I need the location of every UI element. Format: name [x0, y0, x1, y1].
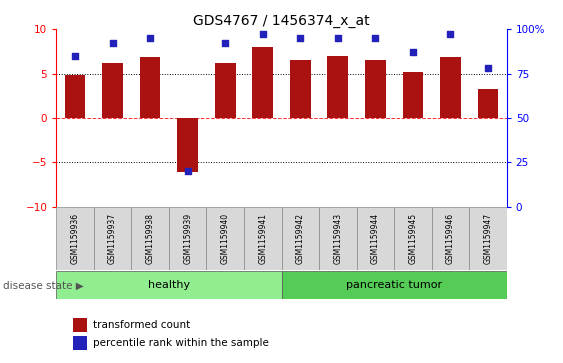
Point — [258, 32, 267, 37]
Bar — [328, 56, 348, 118]
Point — [484, 65, 493, 71]
Text: GSM1159947: GSM1159947 — [484, 213, 493, 264]
Text: GSM1159940: GSM1159940 — [221, 213, 230, 264]
Point — [408, 49, 417, 55]
Point — [108, 40, 117, 46]
Point — [183, 168, 192, 174]
Text: GSM1159943: GSM1159943 — [333, 213, 342, 264]
FancyBboxPatch shape — [282, 271, 507, 299]
Text: GSM1159938: GSM1159938 — [146, 213, 155, 264]
FancyBboxPatch shape — [356, 207, 394, 270]
FancyBboxPatch shape — [207, 207, 244, 270]
Text: GSM1159939: GSM1159939 — [183, 213, 192, 264]
Text: percentile rank within the sample: percentile rank within the sample — [93, 338, 269, 348]
FancyBboxPatch shape — [432, 207, 469, 270]
Text: pancreatic tumor: pancreatic tumor — [346, 280, 442, 290]
Point — [221, 40, 230, 46]
Text: GSM1159937: GSM1159937 — [108, 213, 117, 264]
Text: GSM1159944: GSM1159944 — [371, 213, 380, 264]
FancyBboxPatch shape — [169, 207, 207, 270]
Text: GSM1159942: GSM1159942 — [296, 213, 305, 264]
Bar — [65, 75, 86, 118]
Bar — [365, 60, 386, 118]
Bar — [215, 63, 235, 118]
Bar — [102, 63, 123, 118]
FancyBboxPatch shape — [94, 207, 131, 270]
Point — [371, 35, 380, 41]
Bar — [440, 57, 461, 118]
Point — [70, 53, 79, 58]
Bar — [403, 72, 423, 118]
Bar — [177, 118, 198, 172]
Bar — [477, 89, 498, 118]
Point — [446, 32, 455, 37]
Bar — [290, 60, 311, 118]
FancyBboxPatch shape — [56, 271, 282, 299]
Text: transformed count: transformed count — [93, 320, 190, 330]
FancyBboxPatch shape — [56, 207, 94, 270]
Title: GDS4767 / 1456374_x_at: GDS4767 / 1456374_x_at — [193, 14, 370, 28]
FancyBboxPatch shape — [319, 207, 356, 270]
Text: GSM1159936: GSM1159936 — [70, 213, 79, 264]
FancyBboxPatch shape — [131, 207, 169, 270]
Text: disease state ▶: disease state ▶ — [3, 280, 83, 290]
Bar — [140, 57, 160, 118]
FancyBboxPatch shape — [244, 207, 282, 270]
Text: GSM1159941: GSM1159941 — [258, 213, 267, 264]
Point — [296, 35, 305, 41]
FancyBboxPatch shape — [469, 207, 507, 270]
Text: GSM1159945: GSM1159945 — [408, 213, 417, 264]
Point — [333, 35, 342, 41]
Text: GSM1159946: GSM1159946 — [446, 213, 455, 264]
FancyBboxPatch shape — [394, 207, 432, 270]
FancyBboxPatch shape — [282, 207, 319, 270]
Text: healthy: healthy — [148, 280, 190, 290]
Bar — [252, 47, 273, 118]
Point — [146, 35, 155, 41]
